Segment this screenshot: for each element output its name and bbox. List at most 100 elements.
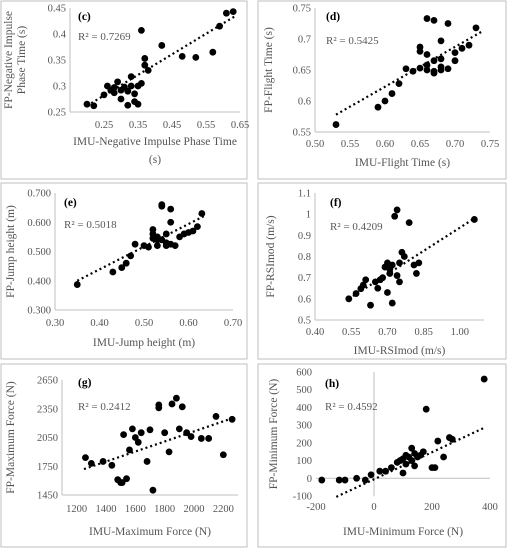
x-axis-label-line2: (s) <box>149 154 161 166</box>
y-tick-label: 200 <box>296 438 312 449</box>
y-tick-label: 1.1 <box>298 189 311 200</box>
data-point <box>434 437 442 445</box>
data-point <box>90 102 98 110</box>
data-point <box>423 66 431 74</box>
data-point <box>167 218 175 226</box>
x-tick-label: 0.70 <box>224 318 242 329</box>
data-point <box>386 265 394 273</box>
data-point <box>367 471 375 479</box>
y-axis-label: FP-RSImod (m/s) <box>265 215 277 297</box>
data-point <box>173 394 180 402</box>
data-point <box>408 444 416 452</box>
data-point <box>440 453 447 461</box>
x-tick-label: 0.55 <box>341 139 359 150</box>
data-point <box>381 97 389 105</box>
data-point <box>345 295 353 303</box>
data-point <box>402 65 410 73</box>
data-point <box>178 52 186 60</box>
data-point <box>109 268 117 276</box>
y-tick-label: 0.3 <box>53 82 66 93</box>
y-tick-label: 0.6 <box>298 294 311 305</box>
y-tick-label: 600 <box>296 368 312 379</box>
panel-frame <box>257 363 507 548</box>
panel-label: (e) <box>64 197 77 209</box>
y-tick-label: 2050 <box>37 433 58 444</box>
y-tick-label: 1450 <box>37 491 58 502</box>
panel-frame <box>257 182 507 360</box>
scatter-panel-6: -200 0 200 400 -100 0 100 200 300 400 500 600 IMU-Mi… <box>257 363 507 548</box>
data-point <box>419 448 427 456</box>
data-point <box>209 48 217 56</box>
scatter-panel-4: 0.40 0.55 0.70 0.85 1.00 0.5 0.6 0.7 0.8 0.9 1 1.1 I… <box>257 182 507 360</box>
data-point <box>126 446 133 454</box>
data-point <box>178 403 186 411</box>
data-point <box>127 82 135 90</box>
scatter-panel-2: 0.50 0.55 0.60 0.65 0.70 0.750.550.60.650.70.… <box>257 0 507 180</box>
data-point <box>137 429 145 437</box>
x-tick-label: 400 <box>482 502 498 513</box>
x-tick-label: 0.85 <box>414 327 432 338</box>
data-point <box>134 100 142 108</box>
y-tick-label: 0.400 <box>27 276 51 287</box>
y-tick-label: 0 <box>307 474 312 485</box>
x-axis-label: IMU-Jump height (m) <box>93 337 195 349</box>
data-point <box>423 61 431 69</box>
data-point <box>393 206 401 214</box>
data-point <box>395 80 403 88</box>
data-point <box>362 276 370 284</box>
x-tick-label: 2000 <box>184 504 205 515</box>
data-point <box>472 24 480 32</box>
x-tick-label: -200 <box>306 502 325 513</box>
panel-frame <box>0 363 248 548</box>
data-point <box>83 100 91 108</box>
panel-label: (c) <box>78 11 91 23</box>
x-tick-label: 0.40 <box>90 318 108 329</box>
y-tick-label: 500 <box>296 385 312 396</box>
data-point <box>100 91 108 99</box>
y-tick-label: 0.6 <box>298 97 311 108</box>
data-point <box>198 210 206 217</box>
data-point <box>158 42 166 49</box>
trendline <box>83 417 233 471</box>
data-point <box>118 479 126 486</box>
data-point <box>408 457 416 464</box>
y-axis-label: FP-Maximum Force (N) <box>5 381 17 494</box>
data-point <box>138 80 145 87</box>
data-point <box>183 429 191 437</box>
y-tick-label: 0.7 <box>298 35 311 46</box>
data-point <box>396 278 403 286</box>
y-tick-label: 0.600 <box>27 218 51 229</box>
panel-label: (g) <box>78 377 92 389</box>
y-axis-label: FP-Negative Impulse <box>3 11 15 109</box>
y-tick-label: 2650 <box>37 376 58 387</box>
data-point <box>374 103 382 111</box>
panel-frame <box>257 0 507 180</box>
data-point <box>384 289 391 296</box>
data-point <box>416 43 424 51</box>
data-point <box>413 270 420 277</box>
data-point <box>131 90 139 98</box>
x-axis-label: IMU-Maximum Force (N) <box>89 526 211 538</box>
data-point <box>367 301 374 309</box>
x-tick-label: 0.60 <box>376 139 394 150</box>
y-tick-label: 0.5 <box>298 316 311 327</box>
data-point <box>332 121 340 128</box>
data-point <box>382 467 389 475</box>
data-point <box>448 435 456 443</box>
y-tick-label: -100 <box>293 492 312 503</box>
data-point <box>129 425 136 433</box>
r-squared-annotation: R² = 0.5018 <box>64 219 117 231</box>
data-point <box>335 476 343 484</box>
y-tick-label: 0.55 <box>293 128 311 139</box>
y-tick-label: 1750 <box>37 462 58 473</box>
x-tick-label: 0.75 <box>481 139 499 150</box>
r-squared-annotation: R² = 0.4209 <box>330 221 383 233</box>
x-tick-label: 0.25 <box>95 120 113 131</box>
x-tick-label: 1800 <box>154 504 175 515</box>
data-point <box>451 57 459 65</box>
data-point <box>444 65 452 73</box>
x-tick-label: 200 <box>424 502 440 513</box>
data-point <box>124 87 132 95</box>
data-point <box>396 259 403 267</box>
